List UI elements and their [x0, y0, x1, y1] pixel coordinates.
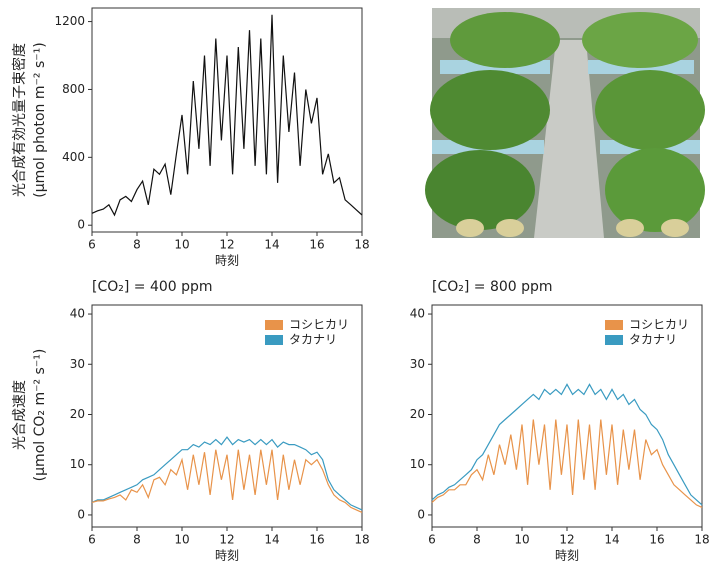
chart-title: [CO₂] = 800 ppm — [432, 279, 553, 295]
x-tick-label: 10 — [514, 533, 529, 547]
x-tick-label: 10 — [174, 238, 189, 252]
x-tick-label: 6 — [88, 533, 96, 547]
legend-swatch — [605, 335, 623, 345]
y-tick-label: 0 — [77, 507, 85, 521]
y-tick-label: 20 — [70, 407, 85, 421]
y-axis-label: 光合成速度 — [12, 380, 28, 450]
legend-label: コシヒカリ — [629, 318, 689, 332]
x-tick-label: 18 — [354, 238, 369, 252]
data-line — [431, 419, 703, 508]
x-tick-label: 14 — [604, 533, 619, 547]
y-tick-label: 40 — [70, 307, 85, 321]
data-line — [431, 383, 703, 506]
legend-label: タカナリ — [629, 333, 677, 347]
x-tick-label: 12 — [219, 238, 234, 252]
x-tick-label: 14 — [264, 533, 279, 547]
photo — [425, 8, 705, 238]
y-tick-label: 10 — [70, 457, 85, 471]
y-tick-label: 30 — [70, 357, 85, 371]
x-axis-label: 時刻 — [215, 549, 239, 563]
data-line — [91, 449, 363, 513]
y-tick-label: 1200 — [54, 14, 85, 28]
y-tick-label: 800 — [62, 82, 85, 96]
x-tick-label: 12 — [219, 533, 234, 547]
y-tick-label: 30 — [410, 357, 425, 371]
legend-swatch — [605, 320, 623, 330]
x-tick-label: 18 — [354, 533, 369, 547]
x-axis-label: 時刻 — [215, 254, 239, 268]
y-tick-label: 400 — [62, 150, 85, 164]
x-tick-label: 12 — [559, 533, 574, 547]
y-tick-label: 10 — [410, 457, 425, 471]
y-axis-label: 光合成有効光量子束密度 — [11, 43, 28, 197]
data-line — [91, 436, 363, 511]
chart-title: [CO₂] = 400 ppm — [92, 279, 213, 295]
x-tick-label: 6 — [88, 238, 96, 252]
y-tick-label: 40 — [410, 307, 425, 321]
legend-label: コシヒカリ — [289, 318, 349, 332]
x-tick-label: 8 — [133, 533, 141, 547]
y-axis-label: (μmol photon m⁻² s⁻¹) — [32, 42, 48, 197]
x-tick-label: 16 — [309, 533, 324, 547]
legend-swatch — [265, 320, 283, 330]
x-tick-label: 8 — [473, 533, 481, 547]
x-tick-label: 16 — [309, 238, 324, 252]
x-tick-label: 8 — [133, 238, 141, 252]
x-tick-label: 10 — [174, 533, 189, 547]
legend-swatch — [265, 335, 283, 345]
data-line — [91, 14, 363, 217]
x-tick-label: 14 — [264, 238, 279, 252]
y-tick-label: 0 — [77, 218, 85, 232]
legend-label: タカナリ — [289, 333, 337, 347]
y-tick-label: 20 — [410, 407, 425, 421]
x-tick-label: 18 — [694, 533, 709, 547]
x-axis-label: 時刻 — [555, 549, 579, 563]
y-tick-label: 0 — [417, 507, 425, 521]
x-tick-label: 16 — [649, 533, 664, 547]
y-axis-label: (μmol CO₂ m⁻² s⁻¹) — [32, 349, 48, 482]
x-tick-label: 6 — [428, 533, 436, 547]
